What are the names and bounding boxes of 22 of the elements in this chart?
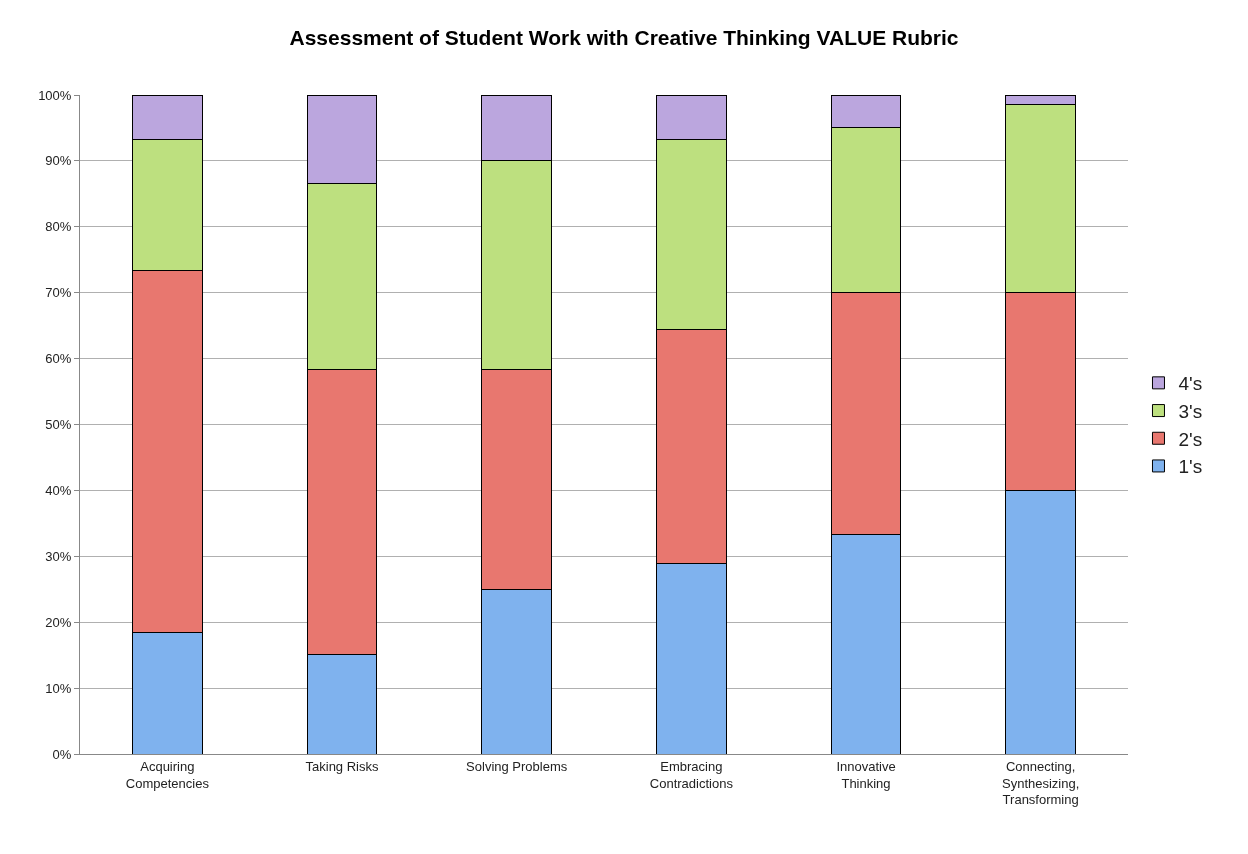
legend-label: 3's: [1178, 400, 1203, 422]
y-tick-label: 80%: [45, 219, 72, 235]
y-tick-label: 0%: [52, 746, 72, 762]
legend-label: 2's: [1178, 428, 1203, 450]
x-tick-label: Taking Risks: [305, 758, 379, 774]
y-tick-label: 100%: [38, 87, 72, 103]
legend-label: 1's: [1178, 456, 1203, 478]
chart-title: Assessment of Student Work with Creative Thinking VALUE Rubric: [289, 25, 959, 49]
x-tick-label: Innovative Thinking: [836, 758, 896, 791]
y-tick-label: 90%: [45, 153, 72, 169]
legend-label: 4's: [1178, 373, 1203, 395]
x-tick-label: Embracing Contradictions: [649, 758, 734, 791]
y-tick-label: 10%: [45, 680, 72, 696]
y-tick-label: 60%: [45, 351, 72, 367]
y-tick-label: 20%: [45, 614, 72, 630]
x-tick-label: Connecting, Synthesizing, Transforming: [1002, 758, 1080, 808]
y-tick-label: 50%: [45, 417, 72, 433]
y-tick-label: 30%: [45, 548, 72, 564]
x-tick-label: Acquiring Competencies: [125, 758, 210, 791]
y-tick-label: 40%: [45, 482, 72, 498]
x-tick-label: Solving Problems: [466, 758, 568, 774]
y-tick-label: 70%: [45, 285, 72, 301]
